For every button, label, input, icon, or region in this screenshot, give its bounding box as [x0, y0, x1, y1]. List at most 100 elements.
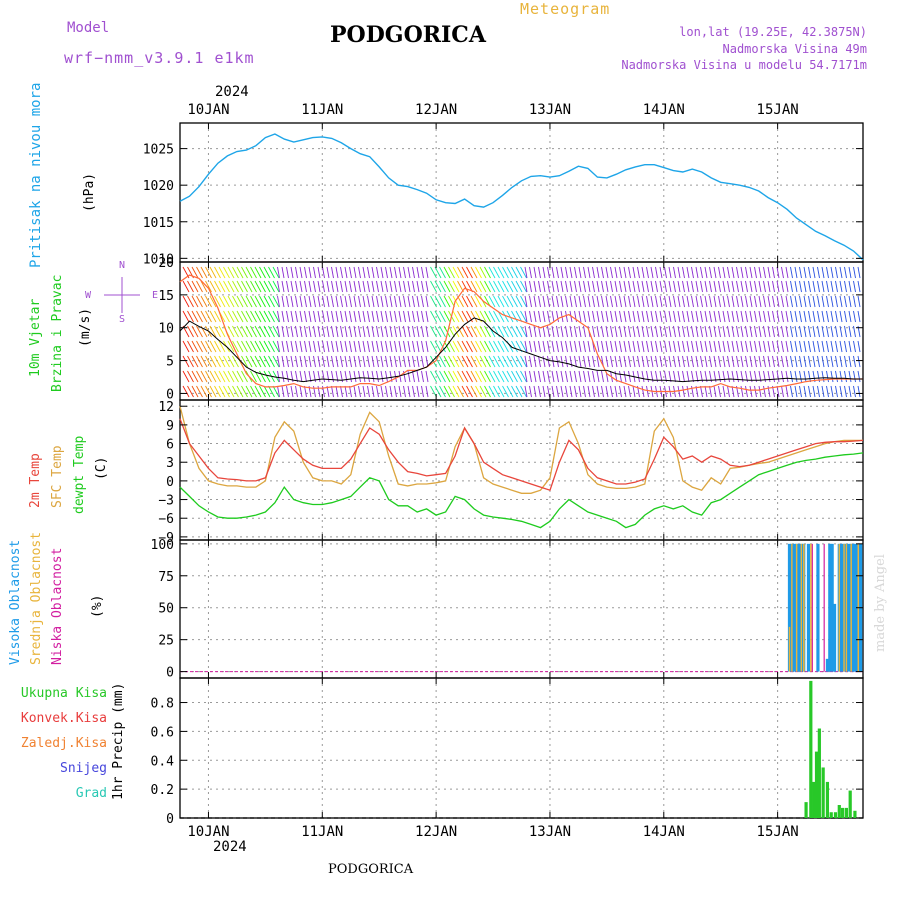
- wind-barb: [551, 295, 555, 308]
- wind-barb: [245, 355, 253, 368]
- wind-barb: [821, 325, 825, 338]
- wind-barb: [268, 310, 275, 323]
- wind-barb: [425, 295, 429, 308]
- wind-barb: [394, 280, 397, 293]
- wind-barb: [286, 385, 289, 398]
- wind-barb: [659, 340, 663, 353]
- wind-barb: [695, 295, 699, 308]
- wind-barb: [254, 355, 262, 368]
- wind-barb: [407, 310, 411, 323]
- wind-barb: [502, 295, 509, 308]
- wind-barb: [353, 280, 357, 293]
- wind-barb: [817, 340, 820, 353]
- wind-barb: [340, 310, 343, 323]
- wind-barb: [466, 340, 473, 353]
- wind-barb: [371, 280, 375, 293]
- wind-barb: [659, 295, 663, 308]
- wind-barb: [277, 280, 280, 293]
- wind-barb: [632, 340, 636, 353]
- wind-barb: [277, 266, 280, 279]
- wind-barb: [853, 340, 856, 353]
- wind-barb: [668, 325, 672, 338]
- ytick-label: 0: [166, 387, 174, 402]
- wind-barb: [655, 325, 658, 338]
- wind-barb: [772, 355, 775, 368]
- wind-barb: [385, 370, 388, 383]
- axis-ticks: 101010151020102505101520−9−6−30369120255…: [85, 102, 863, 840]
- wind-barb: [430, 310, 437, 323]
- wind-barb: [560, 355, 564, 368]
- wind-barb: [389, 385, 393, 398]
- wind-barb: [542, 295, 546, 308]
- wind-barb: [443, 325, 451, 338]
- cloud-high-bar: [854, 543, 858, 672]
- wind-barb: [250, 385, 257, 398]
- wind-barb: [718, 280, 721, 293]
- wind-barb: [317, 325, 321, 338]
- wind-barb: [475, 370, 482, 383]
- wind-barb: [767, 325, 771, 338]
- wind-barb: [353, 266, 357, 279]
- wind-barb: [803, 266, 807, 279]
- precip-bar: [812, 781, 816, 818]
- wind-barb: [839, 280, 843, 293]
- wind-barb: [502, 385, 509, 398]
- wind-barb: [461, 325, 469, 338]
- grid-lines: [180, 123, 863, 818]
- wind-barb: [682, 355, 685, 368]
- wind-barb: [713, 266, 717, 279]
- wind-barb: [781, 295, 784, 308]
- wind-barb: [614, 385, 618, 398]
- wind-barbs: [182, 266, 861, 398]
- wind-barb: [790, 355, 793, 368]
- wind-barb: [475, 280, 482, 293]
- wind-barb: [808, 340, 811, 353]
- ytick-label: 0: [166, 475, 174, 490]
- wind-barb: [448, 295, 455, 308]
- wind-barb: [520, 355, 527, 368]
- wind-barb: [344, 325, 348, 338]
- wind-barb: [421, 295, 424, 308]
- wind-barb: [556, 340, 559, 353]
- wind-barb: [358, 295, 361, 308]
- precip-bar: [829, 812, 833, 818]
- wind-barb: [790, 385, 793, 398]
- wind-barb: [695, 280, 699, 293]
- wind-barb: [610, 340, 613, 353]
- wind-barb: [614, 310, 618, 323]
- wind-barb: [380, 385, 384, 398]
- wind-barb: [452, 280, 460, 293]
- wind-barb: [308, 280, 312, 293]
- wind-barb: [709, 310, 712, 323]
- wind-barb: [596, 355, 600, 368]
- wind-barb: [196, 266, 203, 279]
- wind-barb: [614, 266, 618, 279]
- wind-barb: [506, 325, 514, 338]
- wind-barb: [601, 340, 604, 353]
- wind-barb: [799, 310, 802, 323]
- wind-barb: [497, 340, 505, 353]
- wind-barb: [286, 340, 289, 353]
- wind-barb: [799, 295, 802, 308]
- wind-barb: [547, 385, 550, 398]
- wind-barb: [578, 310, 582, 323]
- wind-barb: [488, 340, 496, 353]
- wind-barb: [655, 295, 658, 308]
- wind-barb: [713, 340, 717, 353]
- wind-barb: [335, 340, 339, 353]
- wind-barb: [808, 280, 811, 293]
- wind-barb: [304, 370, 307, 383]
- wind-barb: [344, 370, 348, 383]
- footer-title: PODGORICA: [328, 862, 414, 877]
- wind-barb: [511, 355, 518, 368]
- wind-barb: [254, 310, 262, 323]
- wind-barb: [295, 325, 298, 338]
- wind-barb: [236, 310, 244, 323]
- wind-barb: [268, 355, 275, 368]
- wind-barb: [794, 325, 798, 338]
- wind-barb: [497, 266, 505, 279]
- wind-barb: [853, 385, 856, 398]
- wind-barb: [515, 385, 523, 398]
- wind-barb: [371, 295, 375, 308]
- wind-barb: [803, 340, 807, 353]
